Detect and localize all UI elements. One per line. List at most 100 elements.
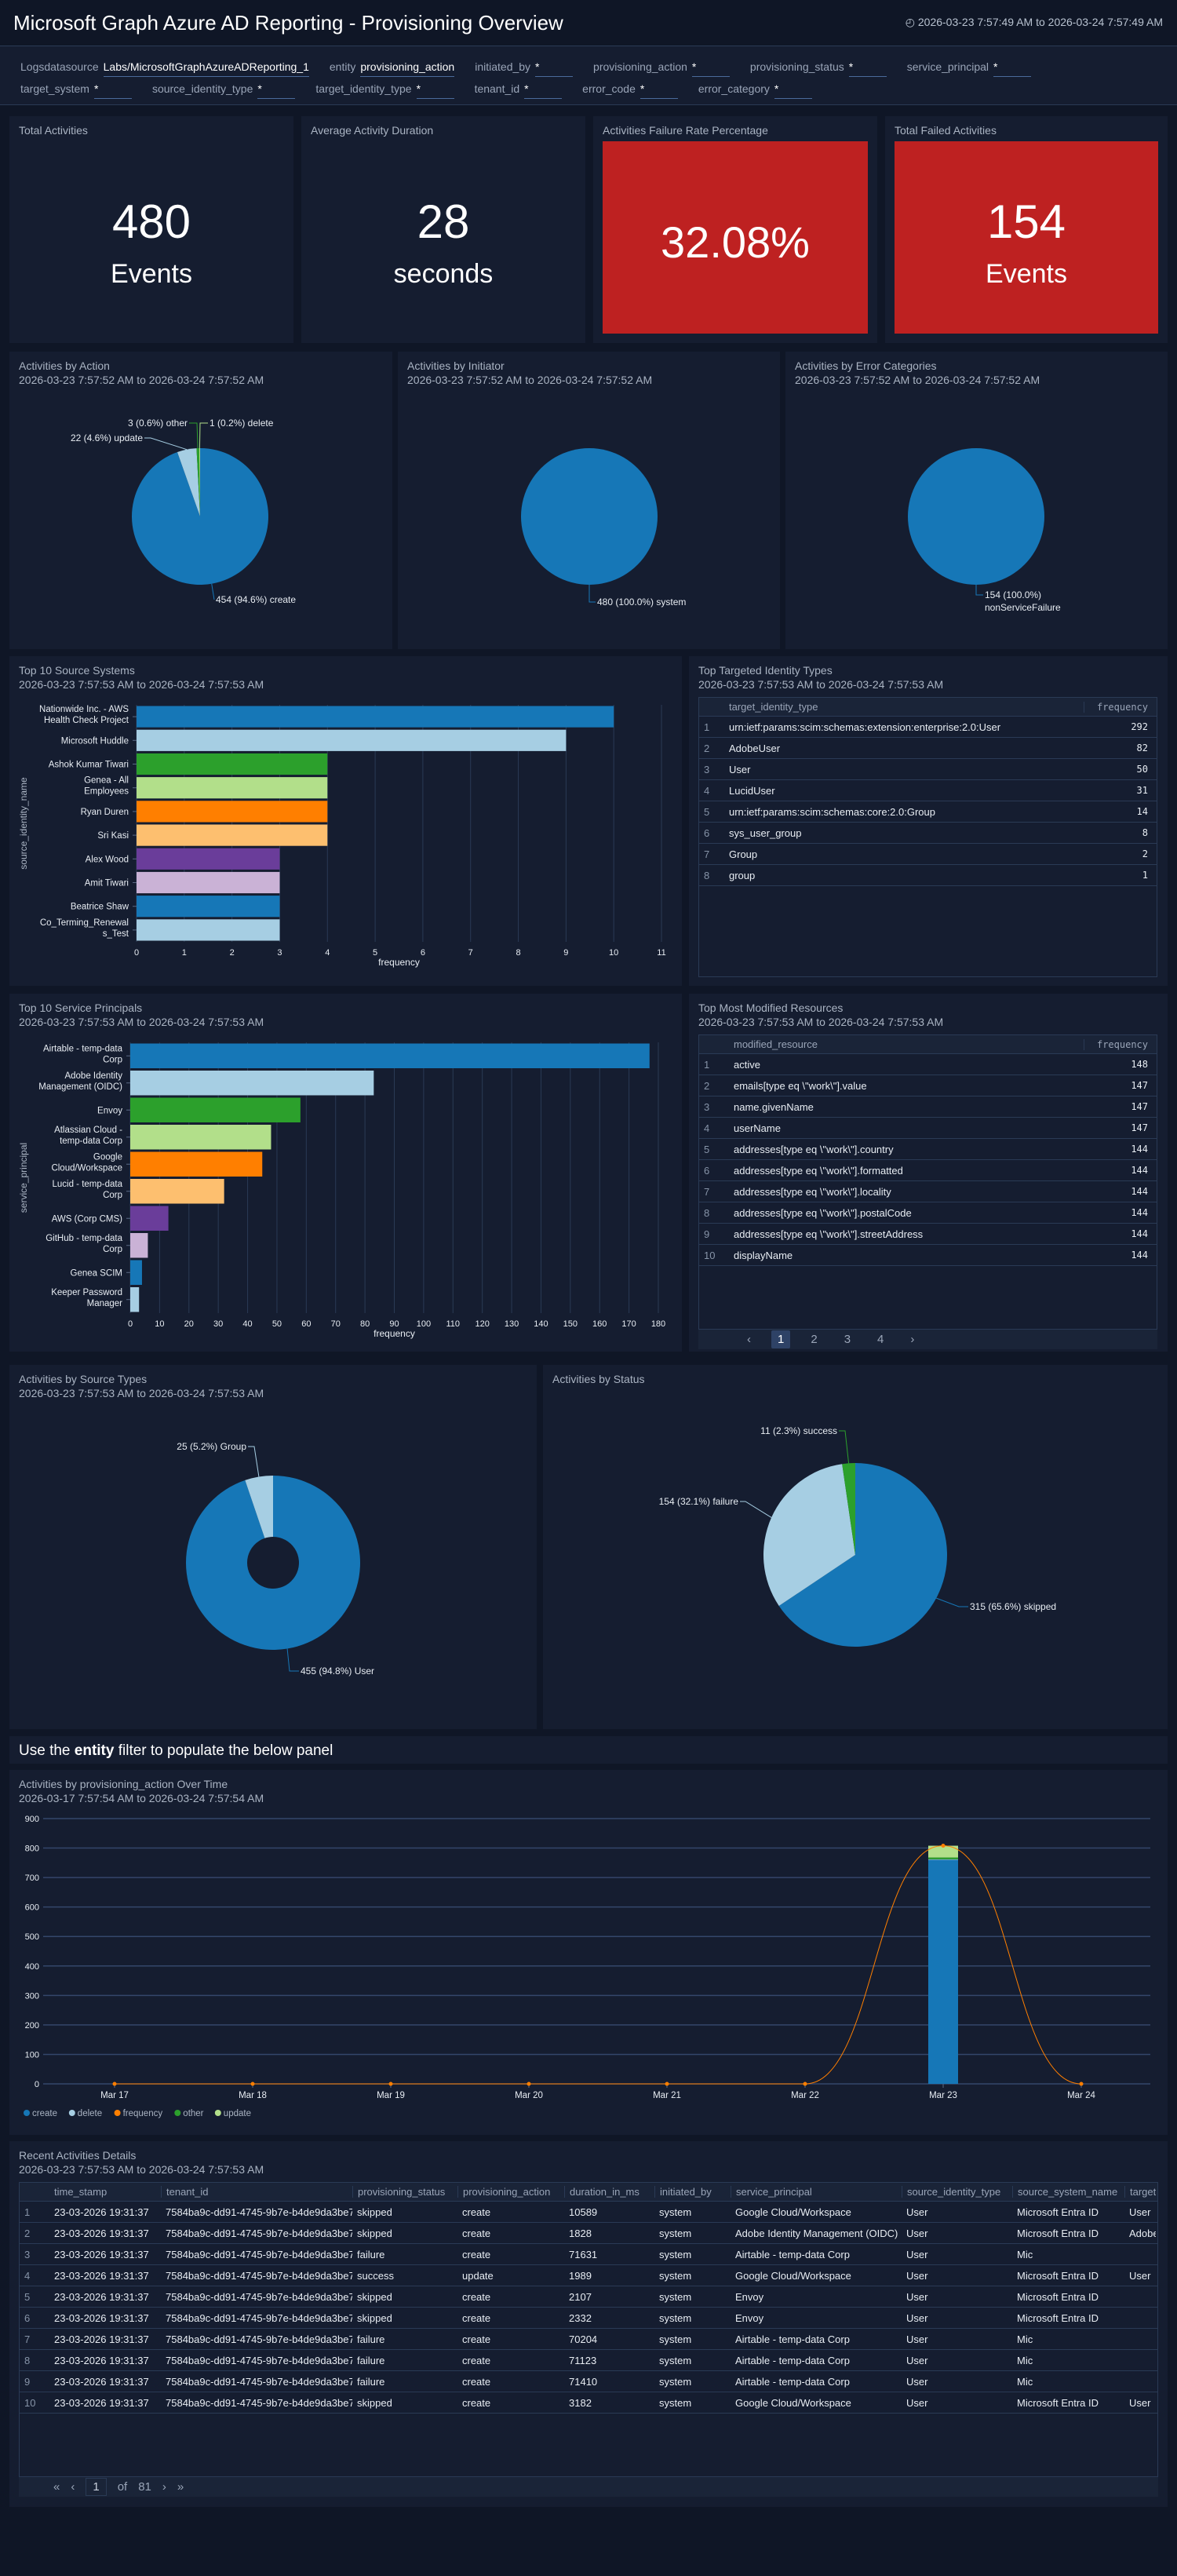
filter-tenant-id[interactable]: tenant_id *	[475, 82, 563, 99]
first-page-icon[interactable]: «	[53, 2480, 60, 2494]
next-page-icon[interactable]: ›	[162, 2480, 166, 2494]
column-header[interactable]: target_identity_type	[729, 701, 818, 713]
filter-value-input[interactable]: Labs/MicrosoftGraphAzureADReporting_1	[103, 60, 309, 77]
column-header[interactable]: tenant_id	[161, 2186, 352, 2198]
filter-error-code[interactable]: error_code *	[582, 82, 678, 99]
legend-marker	[68, 2110, 75, 2116]
table-cell: Microsoft Entra ID	[1017, 2290, 1099, 2303]
table-row[interactable]: 3 User 50	[699, 759, 1157, 780]
filter-entity[interactable]: entity provisioning_action	[330, 60, 455, 77]
time-range-picker[interactable]: ◴ 2026-03-23 7:57:49 AM to 2026-03-24 7:…	[906, 16, 1163, 29]
pie-label: 480 (100.0%) system	[597, 597, 686, 608]
filter-value-input[interactable]: *	[257, 82, 296, 99]
filter-value-input[interactable]: *	[416, 82, 454, 99]
table-row[interactable]: 5 addresses[type eq \"work\"].country 144	[699, 1139, 1157, 1160]
table-row[interactable]: 4 LucidUser 31	[699, 780, 1157, 801]
column-header[interactable]: modified_resource	[734, 1038, 818, 1050]
table-row[interactable]: 8 addresses[type eq \"work\"].postalCode 1…	[699, 1202, 1157, 1224]
column-header[interactable]: initiated_by	[654, 2186, 731, 2198]
prev-page-icon[interactable]: ‹	[747, 1333, 751, 1346]
filter-provisioning-action[interactable]: provisioning_action *	[593, 60, 730, 77]
filter-error-category[interactable]: error_category *	[698, 82, 812, 99]
panel-subtitle: 2026-03-23 7:57:52 AM to 2026-03-24 7:57…	[407, 374, 653, 386]
column-header[interactable]: frequency	[1084, 1038, 1156, 1050]
table-cell: system	[659, 2333, 692, 2345]
table-row[interactable]: 7 Group 2	[699, 844, 1157, 865]
column-header[interactable]: target_	[1124, 2186, 1156, 2198]
table-row[interactable]: 1 urn:ietf:params:scim:schemas:extension:…	[699, 717, 1157, 738]
table-row[interactable]: 5 23-03-2026 19:31:37 7584ba9c-dd91-4745-9…	[20, 2286, 1157, 2308]
table-row[interactable]: 6 addresses[type eq \"work\"].formatted 14…	[699, 1160, 1157, 1181]
x-tick-label: 7	[468, 948, 473, 958]
pie-chart-action: 454 (94.6%) create 22 (4.6%) update 3 (0.6…	[71, 418, 296, 605]
x-tick-label: 10	[155, 1319, 164, 1329]
table-row[interactable]: 3 23-03-2026 19:31:37 7584ba9c-dd91-4745-9…	[20, 2244, 1157, 2265]
table-row[interactable]: 4 23-03-2026 19:31:37 7584ba9c-dd91-4745-9…	[20, 2265, 1157, 2286]
column-header[interactable]: source_identity_type	[902, 2186, 1012, 2198]
y-category-label: Adobe Identity	[64, 1071, 122, 1081]
filter-value-input[interactable]: *	[848, 60, 887, 77]
column-header[interactable]: frequency	[1084, 701, 1156, 713]
panel-title: Activities by Status	[552, 1373, 645, 1385]
filter-value-input[interactable]: *	[993, 60, 1032, 77]
table-row[interactable]: 7 23-03-2026 19:31:37 7584ba9c-dd91-4745-9…	[20, 2329, 1157, 2350]
row-number: 4	[704, 1122, 710, 1134]
table-row[interactable]: 4 userName 147	[699, 1118, 1157, 1139]
column-header[interactable]: time_stamp	[54, 2186, 107, 2198]
table-row[interactable]: 2 23-03-2026 19:31:37 7584ba9c-dd91-4745-9…	[20, 2223, 1157, 2244]
next-page-icon[interactable]: ›	[910, 1333, 915, 1346]
table-row[interactable]: 2 AdobeUser 82	[699, 738, 1157, 759]
filter-Logsdatasource[interactable]: Logsdatasource Labs/MicrosoftGraphAzureAD…	[20, 60, 309, 77]
filter-provisioning-status[interactable]: provisioning_status *	[750, 60, 887, 77]
table-row[interactable]: 8 group 1	[699, 865, 1157, 886]
table-row[interactable]: 7 addresses[type eq \"work\"].locality 144	[699, 1181, 1157, 1202]
x-tick-label: 150	[563, 1319, 578, 1329]
filter-source-identity-type[interactable]: source_identity_type *	[152, 82, 296, 99]
last-page-icon[interactable]: »	[177, 2480, 184, 2494]
page-button[interactable]: 4	[877, 1333, 884, 1346]
filter-value-input[interactable]: *	[524, 82, 563, 99]
filter-value-input[interactable]: *	[535, 60, 574, 77]
table-row[interactable]: 2 emails[type eq \"work\"].value 147	[699, 1075, 1157, 1096]
table-row[interactable]: 9 addresses[type eq \"work\"].streetAddre…	[699, 1224, 1157, 1245]
table-row[interactable]: 6 23-03-2026 19:31:37 7584ba9c-dd91-4745-9…	[20, 2308, 1157, 2329]
filter-initiated-by[interactable]: initiated_by *	[475, 60, 574, 77]
table-row[interactable]: 6 sys_user_group 8	[699, 823, 1157, 844]
panel-top-service-principals: Top 10 Service Principals 2026-03-23 7:5…	[9, 994, 682, 1352]
table-row[interactable]: 10 displayName 144	[699, 1245, 1157, 1266]
column-header[interactable]: provisioning_action	[457, 2186, 564, 2198]
column-header[interactable]: provisioning_status	[352, 2186, 457, 2198]
table-cell: emails[type eq \"work\"].value	[734, 1079, 867, 1092]
filter-target-system[interactable]: target_system *	[20, 82, 132, 99]
table-cell: system	[659, 2375, 692, 2388]
filter-value-input[interactable]: *	[774, 82, 812, 99]
table-row[interactable]: 5 urn:ietf:params:scim:schemas:core:2.0:G…	[699, 801, 1157, 823]
filter-target-identity-type[interactable]: target_identity_type *	[315, 82, 454, 99]
column-header[interactable]: duration_in_ms	[564, 2186, 654, 2198]
table-row[interactable]: 3 name.givenName 147	[699, 1096, 1157, 1118]
filter-value-input[interactable]: *	[93, 82, 132, 99]
page-button[interactable]: 2	[811, 1333, 818, 1346]
table-cell: active	[734, 1058, 760, 1071]
column-header[interactable]: service_principal	[731, 2186, 902, 2198]
filter-value-input[interactable]: *	[640, 82, 678, 99]
filter-service-principal[interactable]: service_principal *	[907, 60, 1032, 77]
pie-label: 315 (65.6%) skipped	[970, 1601, 1056, 1612]
page-button[interactable]: 1	[771, 1330, 791, 1348]
table-row[interactable]: 9 23-03-2026 19:31:37 7584ba9c-dd91-4745-9…	[20, 2371, 1157, 2392]
table-row[interactable]: 1 active 148	[699, 1054, 1157, 1075]
table-row[interactable]: 1 23-03-2026 19:31:37 7584ba9c-dd91-4745-9…	[20, 2202, 1157, 2223]
page-button[interactable]: 3	[844, 1333, 851, 1346]
table-cell: urn:ietf:params:scim:schemas:core:2.0:Gr…	[729, 805, 935, 818]
column-header[interactable]: source_system_name	[1012, 2186, 1124, 2198]
panel-recent-activities: Recent Activities Details 2026-03-23 7:5…	[9, 2141, 1168, 2507]
table-row[interactable]: 10 23-03-2026 19:31:37 7584ba9c-dd91-4745-…	[20, 2392, 1157, 2414]
table-cell: 1989	[569, 2269, 592, 2282]
filter-value-input[interactable]: provisioning_action	[360, 60, 455, 77]
y-tick-label: 800	[25, 1844, 39, 1854]
table-row[interactable]: 8 23-03-2026 19:31:37 7584ba9c-dd91-4745-9…	[20, 2350, 1157, 2371]
page-number-input[interactable]: 1	[86, 2478, 107, 2496]
filter-value-input[interactable]: *	[691, 60, 730, 77]
prev-page-icon[interactable]: ‹	[71, 2480, 75, 2494]
y-category-label: GitHub - temp-data	[46, 1234, 122, 1243]
